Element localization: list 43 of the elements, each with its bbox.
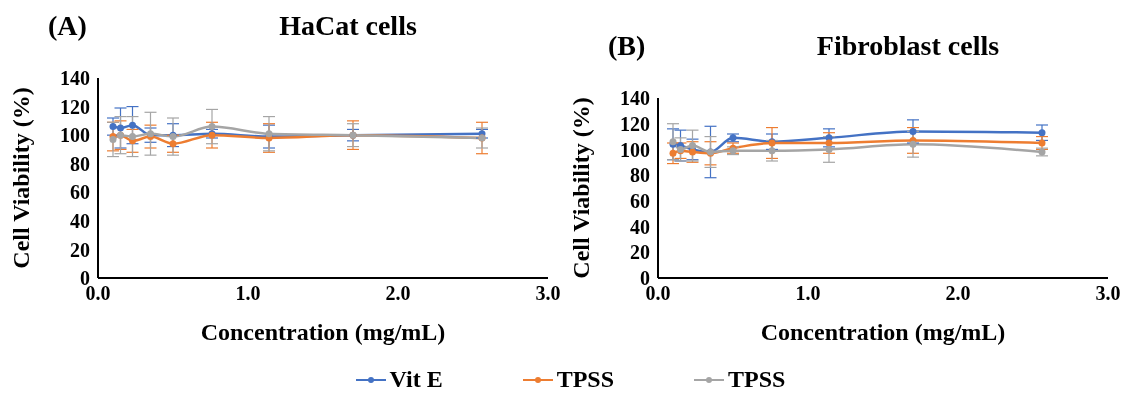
- point: [669, 149, 677, 157]
- point: [1038, 139, 1046, 147]
- x-axis-title: Concentration (mg/mL): [760, 319, 1006, 345]
- y-tick-label: 100: [620, 138, 650, 161]
- chart-title: HaCat cells: [278, 10, 418, 42]
- point: [208, 123, 216, 131]
- y-tick-label: 20: [70, 238, 90, 261]
- text: (A): [48, 10, 87, 42]
- y-tick-label: 40: [70, 209, 90, 232]
- y-tick-label: 120: [60, 95, 90, 118]
- y-tick-label: 80: [70, 152, 90, 175]
- x-tick-label: 3.0: [535, 282, 561, 305]
- x-axis-title: Concentration (mg/mL): [200, 319, 446, 345]
- y-axis-title: Cell Viability (%): [7, 87, 34, 269]
- legend-label: Vit E: [389, 366, 443, 393]
- chart-title: Fibroblast cells: [815, 30, 1001, 62]
- point: [768, 147, 776, 155]
- y-tick-label: 40: [630, 215, 650, 238]
- y-tick-label: 100: [60, 124, 90, 147]
- x-tick-label: 3.0: [1095, 282, 1121, 305]
- y-tick-label: 140: [60, 67, 90, 90]
- point: [909, 140, 917, 148]
- point: [825, 139, 833, 147]
- point: [129, 133, 136, 141]
- point: [1038, 129, 1046, 137]
- point: [169, 140, 177, 148]
- y-tick-label: 80: [630, 164, 650, 187]
- x-tick-label: 1.0: [235, 282, 261, 305]
- legend-label: TPSS: [556, 366, 615, 393]
- x-tick-label: 2.0: [945, 282, 971, 305]
- y-tick-label: 60: [630, 189, 650, 212]
- point: [129, 121, 136, 129]
- point: [117, 124, 124, 132]
- y-tick-label: 120: [620, 112, 650, 135]
- point: [825, 145, 833, 153]
- legend-label: TPSS: [728, 366, 786, 393]
- text: (B): [608, 30, 646, 62]
- y-tick-label: 60: [70, 181, 90, 204]
- x-tick-label: 1.0: [795, 282, 821, 305]
- y-tick-label: 20: [630, 241, 650, 264]
- x-tick-label: 2.0: [385, 282, 411, 305]
- y-tick-label: 140: [620, 87, 650, 110]
- y-axis-title: Cell Viability (%): [567, 97, 594, 279]
